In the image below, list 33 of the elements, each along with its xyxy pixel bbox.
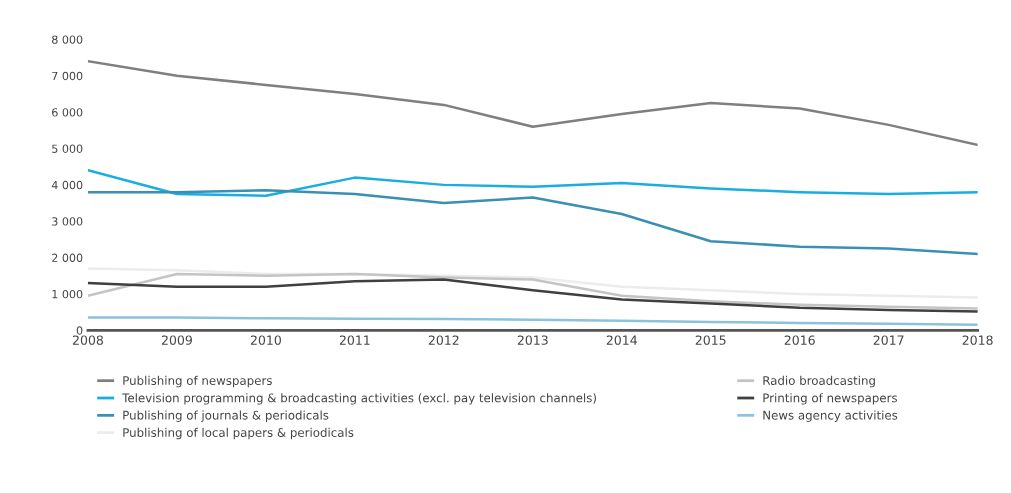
x-tick-label: 2009 [161,335,192,345]
x-tick-label: 2012 [428,335,459,345]
line-series [87,60,978,147]
y-tick-label: 3 000 [52,217,83,226]
x-tick-label: 2018 [962,335,993,345]
y-tick-label: 2 000 [52,253,83,262]
legend-label: Television programming & broadcasting activities (excl. pay television channels) [122,393,596,405]
x-tick-label: 2010 [250,335,281,345]
legend-label: Publishing of newspapers [123,375,272,388]
y-tick-label: 1 000 [52,289,83,299]
x-tick-label: 2011 [339,335,370,345]
y-tick-label: 4 000 [51,180,83,190]
x-tick-label: 2013 [517,335,548,345]
y-tick-label: 0 [76,326,83,335]
x-tick-label: 2008 [72,335,104,345]
line-series [87,278,978,313]
legend-label: Publishing of local papers & periodicals [123,427,354,440]
line-series [87,272,978,310]
legend-label: News agency activities [763,410,898,422]
y-tick-label: 7 000 [52,71,83,81]
x-tick-label: 2015 [695,335,726,345]
y-tick-label: 8 000 [52,35,83,44]
legend-label: Printing of newspapers [763,393,898,405]
line-series [87,316,978,327]
legend-label: Publishing of journals & periodicals [123,410,329,422]
line-series [87,169,978,198]
y-tick-label: 5 000 [52,144,83,153]
y-tick-label: 6 000 [52,108,83,117]
line-series [87,189,978,256]
x-tick-label: 2016 [784,335,815,345]
x-tick-label: 2017 [873,335,904,345]
legend-label: Radio broadcasting [763,375,875,388]
x-tick-label: 2014 [606,335,637,345]
